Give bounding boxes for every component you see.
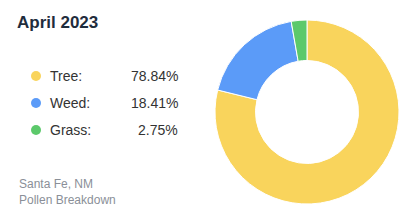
svg-text:2.75%: 2.75% (138, 122, 178, 138)
svg-text:18.41%: 18.41% (131, 95, 178, 111)
svg-text:Santa Fe, NM: Santa Fe, NM (19, 177, 93, 191)
svg-text:Tree:: Tree: (50, 68, 82, 84)
svg-text:78.84%: 78.84% (131, 68, 178, 84)
svg-text:Weed:: Weed: (50, 95, 90, 111)
svg-text:Pollen Breakdown: Pollen Breakdown (19, 193, 116, 207)
svg-text:Grass:: Grass: (50, 122, 91, 138)
svg-text:April 2023: April 2023 (17, 13, 98, 32)
